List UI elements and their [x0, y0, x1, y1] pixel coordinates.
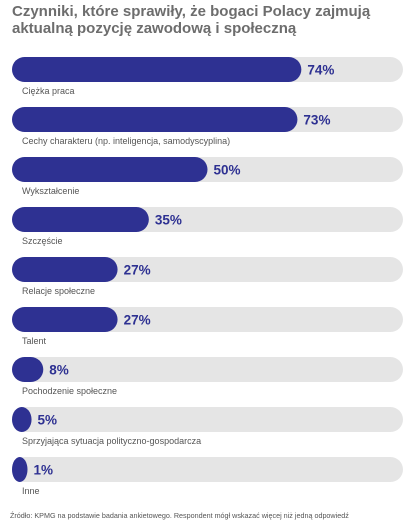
- bar: [12, 57, 302, 82]
- category-label: Cechy charakteru (np. inteligencja, samo…: [22, 136, 230, 146]
- bar: [12, 257, 118, 282]
- category-label: Pochodzenie społeczne: [22, 386, 117, 396]
- bar-track: [12, 407, 403, 432]
- bar: [12, 457, 28, 482]
- category-label: Wykształcenie: [22, 186, 79, 196]
- data-label: 1%: [34, 463, 54, 478]
- bar-track: [12, 357, 403, 382]
- bar: [12, 207, 149, 232]
- bar: [12, 407, 32, 432]
- source-note: Źródło: KPMG na podstawie badania ankiet…: [10, 511, 349, 520]
- category-label: Sprzyjająca sytuacja polityczno-gospodar…: [22, 436, 201, 446]
- data-label: 8%: [49, 363, 69, 378]
- data-label: 27%: [124, 263, 151, 278]
- category-label: Ciężka praca: [22, 86, 75, 96]
- data-label: 27%: [124, 313, 151, 328]
- category-label: Szczęście: [22, 236, 63, 246]
- data-label: 73%: [303, 113, 330, 128]
- data-label: 35%: [155, 213, 182, 228]
- category-label: Inne: [22, 486, 40, 496]
- category-label: Talent: [22, 336, 47, 346]
- bar: [12, 107, 298, 132]
- category-label: Relacje społeczne: [22, 286, 95, 296]
- chart-title: Czynniki, które sprawiły, że bogaci Pola…: [12, 3, 371, 37]
- bar: [12, 307, 118, 332]
- bar-track: [12, 457, 403, 482]
- bar: [12, 157, 208, 182]
- data-label: 5%: [38, 413, 58, 428]
- data-label: 74%: [307, 63, 334, 78]
- bar: [12, 357, 44, 382]
- data-label: 50%: [214, 163, 241, 178]
